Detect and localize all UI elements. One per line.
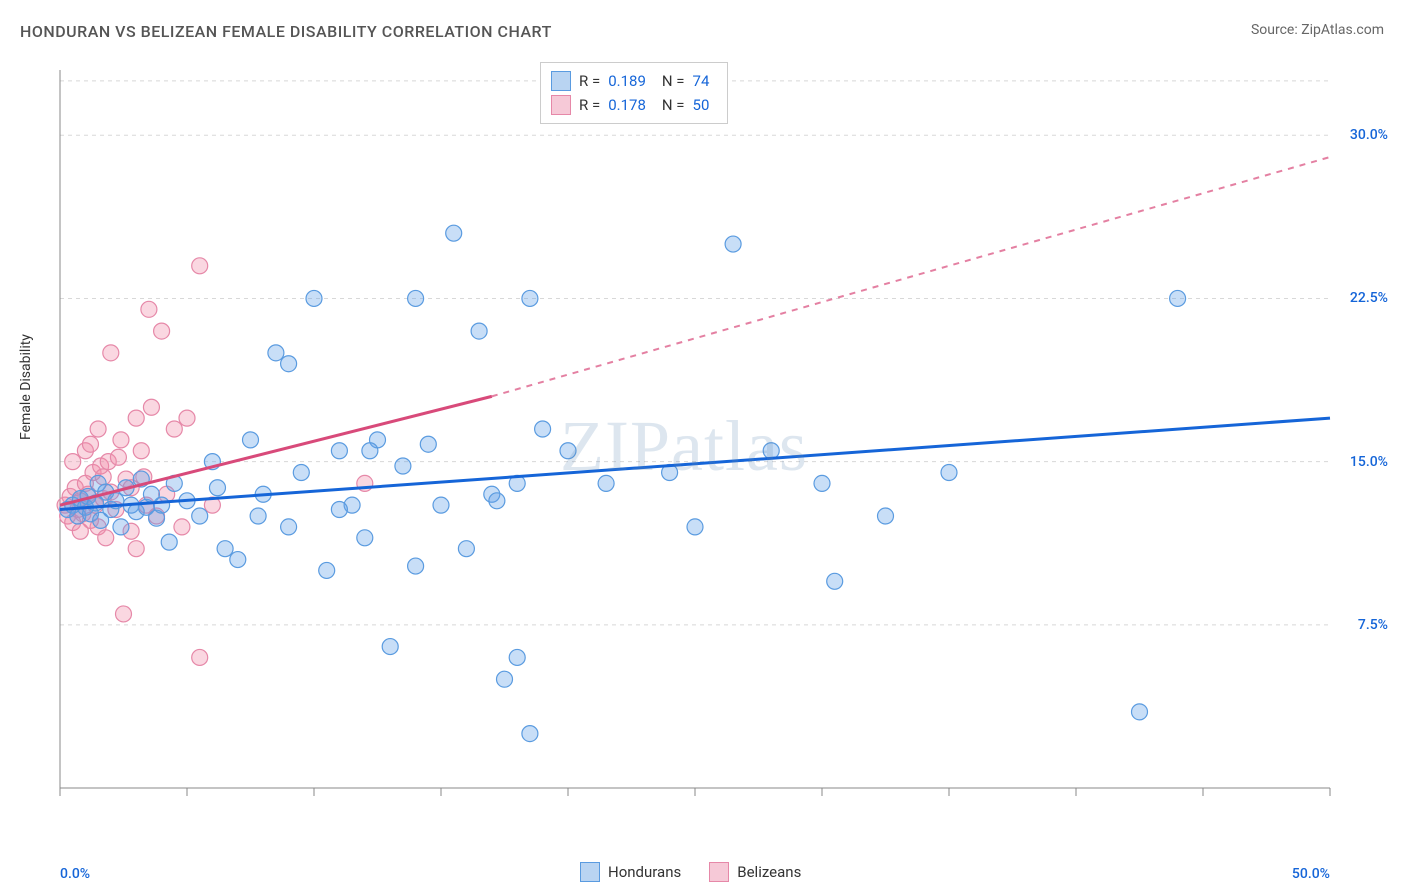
bottom-legend-item: Belizeans xyxy=(709,862,801,882)
stat-n-label: N = xyxy=(662,96,685,114)
chart-container: HONDURAN VS BELIZEAN FEMALE DISABILITY C… xyxy=(0,0,1406,892)
stat-r-label: R = xyxy=(579,96,600,114)
y-tick-label: 30.0% xyxy=(1350,127,1388,143)
legend-label: Hondurans xyxy=(608,863,681,881)
y-tick-label: 15.0% xyxy=(1350,454,1388,470)
x-tick-label: 50.0% xyxy=(1292,866,1330,882)
stat-r-value: 0.178 xyxy=(608,96,646,114)
legend-label: Belizeans xyxy=(737,863,801,881)
stats-legend-row: R = 0.178 N = 50 xyxy=(551,93,717,117)
legend-swatch-icon xyxy=(580,862,600,882)
stat-r-value: 0.189 xyxy=(608,72,646,90)
legend-swatch-icon xyxy=(551,95,571,115)
bottom-legend: Hondurans Belizeans xyxy=(580,862,801,882)
legend-swatch-icon xyxy=(709,862,729,882)
plot-area xyxy=(50,58,1360,828)
stat-n-label: N = xyxy=(662,72,685,90)
stats-legend: R = 0.189 N = 74 R = 0.178 N = 50 xyxy=(540,62,728,124)
y-tick-label: 22.5% xyxy=(1350,290,1388,306)
stat-n-value: 74 xyxy=(693,72,710,90)
scatter-svg xyxy=(50,58,1360,828)
source-attribution: Source: ZipAtlas.com xyxy=(1251,22,1384,38)
legend-swatch-icon xyxy=(551,71,571,91)
y-tick-label: 7.5% xyxy=(1358,617,1388,633)
stat-n-value: 50 xyxy=(693,96,710,114)
y-axis-label: Female Disability xyxy=(18,334,34,440)
stat-r-label: R = xyxy=(579,72,600,90)
x-tick-label: 0.0% xyxy=(60,866,90,882)
chart-title: HONDURAN VS BELIZEAN FEMALE DISABILITY C… xyxy=(20,22,552,41)
stats-legend-row: R = 0.189 N = 74 xyxy=(551,69,717,93)
bottom-legend-item: Hondurans xyxy=(580,862,681,882)
